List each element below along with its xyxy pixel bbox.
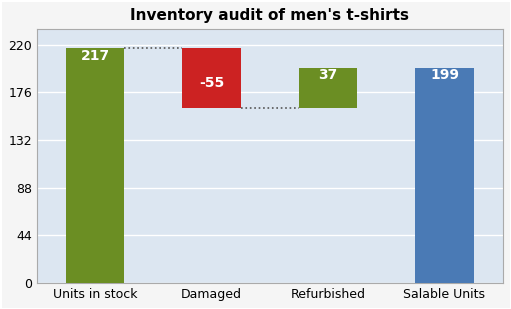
Text: 217: 217 <box>81 49 110 63</box>
Text: -55: -55 <box>199 76 224 90</box>
Bar <box>299 68 357 108</box>
Text: 199: 199 <box>430 68 459 82</box>
Bar <box>415 68 474 283</box>
Bar <box>66 48 124 283</box>
Title: Inventory audit of men's t-shirts: Inventory audit of men's t-shirts <box>130 8 409 23</box>
Text: 37: 37 <box>318 68 338 82</box>
Bar <box>182 48 241 108</box>
